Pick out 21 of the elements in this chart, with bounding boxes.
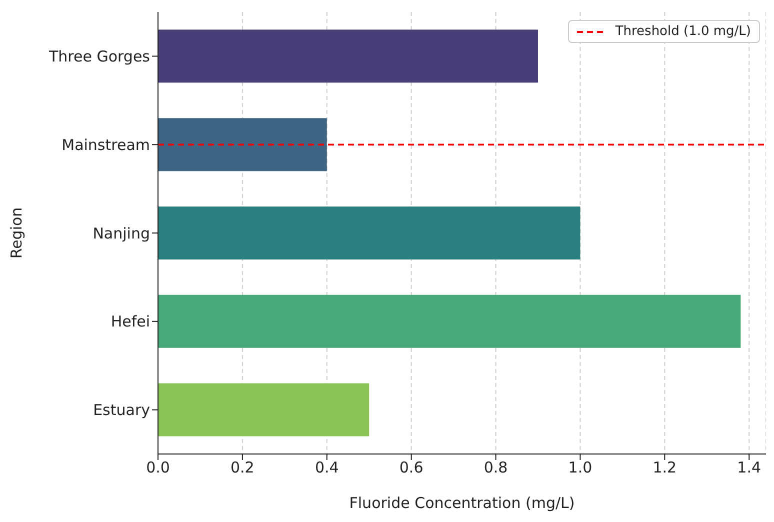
x-tick-label: 0.8 <box>484 458 508 477</box>
bar <box>158 206 580 260</box>
bar <box>158 118 327 172</box>
y-tick-label: Hefei <box>110 312 150 331</box>
bar <box>158 30 538 83</box>
bar <box>158 383 370 436</box>
x-axis-title: Fluoride Concentration (mg/L) <box>349 494 575 512</box>
x-tick-label: 1.2 <box>652 458 677 477</box>
x-tick-label: 0.2 <box>230 458 254 477</box>
y-tick-label: Three Gorges <box>48 48 150 66</box>
y-tick-label: Mainstream <box>62 136 150 154</box>
x-tick-label: 1.0 <box>568 458 592 477</box>
y-tick-label: Nanjing <box>92 224 150 242</box>
x-tick-label: 0.0 <box>146 458 170 477</box>
x-tick-label: 0.6 <box>399 458 424 477</box>
x-tick-label: 0.4 <box>314 458 339 477</box>
bar <box>158 294 741 348</box>
legend-label: Threshold (1.0 mg/L) <box>615 24 751 39</box>
y-tick-label: Estuary <box>93 401 150 420</box>
y-axis-title: Region <box>7 207 26 259</box>
x-tick-label: 1.4 <box>737 458 762 477</box>
